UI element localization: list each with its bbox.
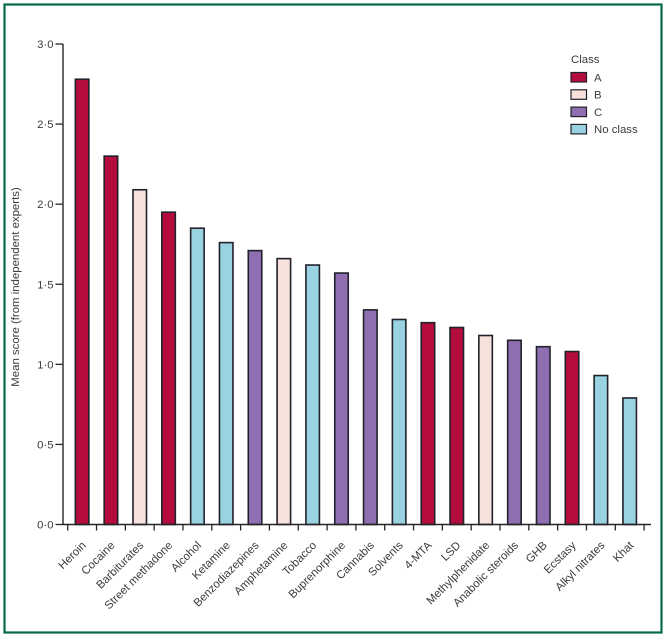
x-label-khat: Khat <box>611 539 637 565</box>
bar-heroin <box>74 78 90 526</box>
legend-label-no-class: No class <box>594 124 638 136</box>
y-tick-label-3-0: 3·0 <box>37 39 53 51</box>
bar-street-methadone <box>161 211 177 526</box>
bar-cannabis <box>362 309 378 526</box>
bar-barbiturates <box>132 188 148 526</box>
bar-solvents <box>391 318 407 526</box>
legend-entries: ABC No class <box>570 71 638 136</box>
bar-buprenorphine <box>333 272 350 526</box>
bar-ecstasy <box>564 350 580 526</box>
x-label-ghb: GHB <box>524 540 550 566</box>
bar-ghb <box>535 345 551 526</box>
bar-amphetamine <box>276 257 292 526</box>
bar-methylphenidate <box>478 334 494 526</box>
y-axis-tick-labels: 0·0 0·5 1·0 1·5 2·0 2·5 3·0 <box>37 39 53 532</box>
legend-label-c: C <box>594 107 602 119</box>
legend-swatch-no-class <box>570 123 588 135</box>
y-tick-label-1-5: 1·5 <box>37 279 53 291</box>
legend-swatch-a <box>570 71 588 83</box>
bar-benzodiazepines <box>247 249 263 526</box>
legend-swatch-b <box>570 89 588 100</box>
x-label-lsd: LSD <box>439 540 463 564</box>
bar-ketamine <box>218 241 234 526</box>
legend-title: Class <box>571 54 600 66</box>
bar-khat <box>622 397 638 526</box>
bar-tobacco <box>305 264 321 526</box>
y-axis-title: Mean score (from independent experts) <box>10 187 22 387</box>
x-label-4-mta: 4-MTA <box>403 539 435 571</box>
legend-label-b: B <box>594 90 602 102</box>
bars-group <box>74 78 638 526</box>
bar-anabolic-steroids <box>506 339 522 526</box>
y-tick-label-1-0: 1·0 <box>37 359 53 371</box>
bar-alkyl-nitrates <box>593 374 609 526</box>
y-axis-ticks <box>55 43 63 526</box>
legend: Class ABC No class <box>570 54 638 136</box>
bar-cocaine <box>103 155 119 526</box>
figure-border-frame <box>3 3 663 634</box>
bar-lsd <box>449 326 465 526</box>
y-tick-label-2-5: 2·5 <box>37 119 53 131</box>
y-tick-label-0-0: 0·0 <box>37 520 53 532</box>
bar-alcohol <box>189 227 205 526</box>
legend-swatch-c <box>570 106 588 118</box>
y-tick-label-2-0: 2·0 <box>37 199 53 211</box>
x-axis-ticks <box>67 524 645 531</box>
legend-label-a: A <box>594 72 602 84</box>
bar-4-mta <box>420 321 436 526</box>
y-tick-label-0-5: 0·5 <box>37 439 53 451</box>
